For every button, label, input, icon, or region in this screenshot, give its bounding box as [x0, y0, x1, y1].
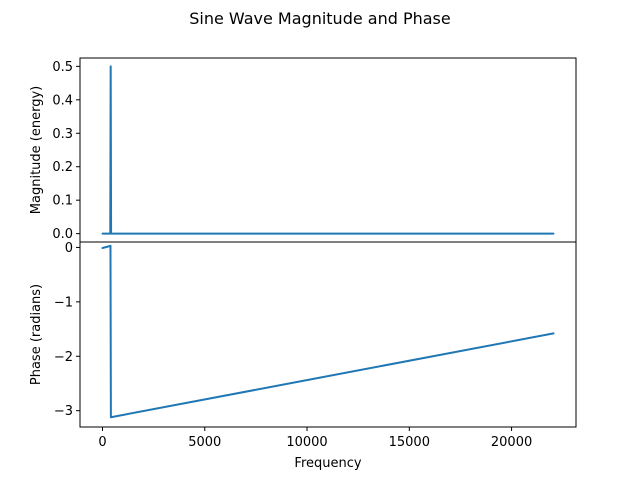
- magnitude-y-ticks: 0.0 0.1 0.2 0.3 0.4 0.5: [52, 60, 80, 242]
- magnitude-y-tick-label-4: 0.4: [52, 93, 73, 108]
- magnitude-y-tick-label-0: 0.0: [52, 227, 73, 242]
- magnitude-axes-frame: [79, 57, 577, 243]
- phase-x-tick-label-2: 10000: [286, 435, 327, 450]
- magnitude-y-tick-label-2: 0.2: [52, 160, 73, 175]
- magnitude-y-tick-label-3: 0.3: [52, 127, 73, 142]
- magnitude-y-tick-label-5: 0.5: [52, 60, 73, 75]
- magnitude-series-group: [101, 65, 555, 235]
- phase-y-tick-label-1: −1: [54, 295, 73, 310]
- phase-subplot: 0 −1 −2 −3 0 5000 10000 15000 20000 Phase (radi…: [29, 241, 577, 471]
- phase-y-tick-label-3: −3: [54, 404, 73, 419]
- figure-title: Sine Wave Magnitude and Phase: [189, 9, 450, 28]
- magnitude-y-tick-label-1: 0.1: [52, 194, 73, 209]
- magnitude-y-axis-label: Magnitude (energy): [29, 86, 44, 214]
- phase-x-tick-label-3: 15000: [389, 435, 430, 450]
- frequency-x-axis-label: Frequency: [294, 456, 361, 471]
- phase-x-tick-label-4: 20000: [491, 435, 532, 450]
- phase-y-ticks: 0 −1 −2 −3: [54, 241, 80, 419]
- phase-y-axis-label: Phase (radians): [29, 284, 44, 385]
- phase-x-tick-label-0: 0: [98, 435, 106, 450]
- phase-x-tick-label-1: 5000: [188, 435, 221, 450]
- phase-y-tick-label-2: −2: [54, 350, 73, 365]
- phase-axes-frame: [79, 241, 577, 428]
- magnitude-subplot: 0.0 0.1 0.2 0.3 0.4 0.5 Magnitude (energy): [29, 57, 577, 246]
- magnitude-series-line-0: [101, 65, 555, 235]
- phase-series-group: [101, 244, 555, 419]
- phase-x-ticks: 0 5000 10000 15000 20000: [98, 427, 532, 450]
- phase-series-line-0: [101, 244, 555, 419]
- phase-y-tick-label-0: 0: [65, 241, 73, 256]
